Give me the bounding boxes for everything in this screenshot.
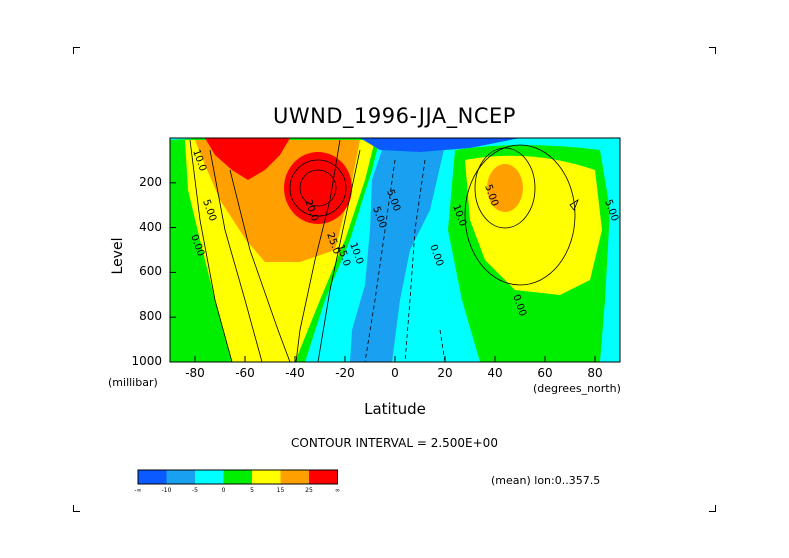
colorbar-frame — [137, 469, 338, 485]
x-tick-label: 40 — [487, 366, 503, 380]
colorbar-tick-label: ∞ — [335, 487, 340, 494]
corner-mark-bl — [73, 505, 80, 512]
colorbar-tick-label: 5 — [250, 487, 254, 494]
x-tick-label: -20 — [335, 366, 355, 380]
colorbar — [137, 469, 338, 485]
colorbar-tick-label: -10 — [161, 487, 172, 494]
x-tick-label: 80 — [587, 366, 603, 380]
x-axis-label: Latitude — [364, 400, 426, 418]
colorbar-swatch — [309, 470, 338, 484]
region-upper-easterlies — [360, 138, 520, 152]
colorbar-tick-label: 0 — [221, 487, 226, 494]
mean-note: (mean) lon:0..357.5 — [491, 474, 601, 487]
x-tick-label: -40 — [285, 366, 305, 380]
y-tick-label: 400 — [139, 219, 162, 234]
y-tick-marks — [170, 182, 176, 363]
x-tick-label: 60 — [537, 366, 553, 380]
colorbar-tick-label: -∞ — [134, 487, 142, 494]
y-tick-label: 800 — [139, 309, 162, 324]
y-axis-unit: (millibar) — [108, 376, 158, 389]
y-tick-label: 200 — [139, 174, 162, 189]
colorbar-tick-label: -5 — [192, 487, 198, 494]
x-tick-label: -80 — [185, 366, 205, 380]
colorbar-swatch — [252, 470, 281, 484]
region-sh-red-polar — [205, 138, 290, 180]
y-tick-label: 1000 — [131, 354, 162, 368]
region-nh-orange — [487, 164, 523, 212]
colorbar-swatch — [223, 470, 252, 484]
colorbar-tick-label: 15 — [276, 487, 285, 494]
colorbar-tick-label: 25 — [305, 487, 313, 494]
x-tick-label: 20 — [437, 366, 453, 380]
corner-mark-tl — [73, 47, 80, 54]
colorbar-swatch — [280, 470, 309, 484]
colorbar-swatch — [138, 470, 167, 484]
y-tick-label: 600 — [139, 264, 162, 279]
contour-interval: CONTOUR INTERVAL = 2.500E+00 — [291, 436, 498, 450]
corner-mark-br — [709, 505, 716, 512]
x-tick-label: 0 — [391, 366, 399, 380]
colorbar-swatch — [195, 470, 224, 484]
x-tick-marks — [194, 356, 596, 362]
colorbar-swatch — [166, 470, 195, 484]
chart-title: UWND_1996-JJA_NCEP — [273, 104, 516, 128]
x-tick-label: -60 — [235, 366, 255, 380]
x-axis-unit: (degrees_north) — [533, 382, 621, 395]
corner-mark-tr — [709, 47, 716, 54]
